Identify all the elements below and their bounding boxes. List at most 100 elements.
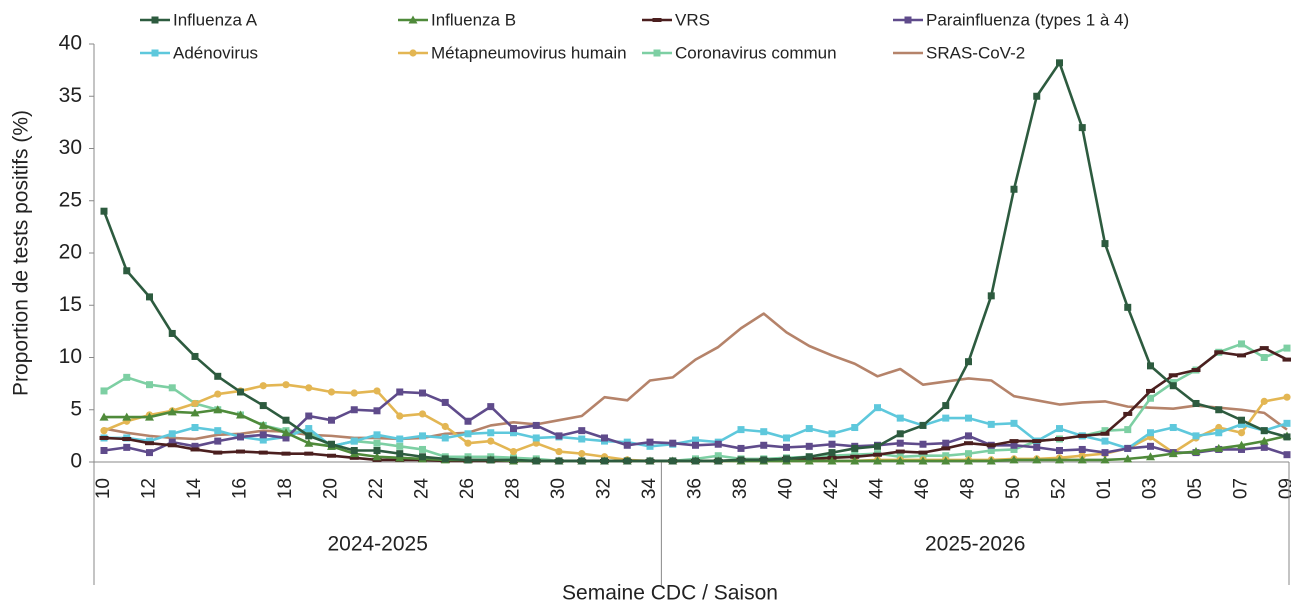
data-point (419, 389, 426, 397)
legend-label: Parainfluenza (types 1 à 4) (926, 10, 1129, 29)
x-tick-label: 26 (457, 478, 478, 499)
data-point (372, 452, 382, 461)
data-point (305, 412, 313, 420)
x-tick-label: 52 (1049, 478, 1070, 499)
data-point (601, 457, 608, 465)
legend-marker (652, 18, 662, 22)
data-point (1100, 455, 1110, 464)
legend-label: Influenza A (173, 10, 258, 29)
data-point (99, 435, 109, 440)
data-point (1282, 357, 1291, 362)
x-tick-label: 28 (503, 478, 524, 499)
x-tick-label: 42 (821, 478, 842, 499)
data-point (783, 443, 790, 451)
data-point (1191, 368, 1201, 373)
data-point (168, 329, 176, 337)
data-point (874, 404, 881, 412)
data-point (896, 430, 904, 438)
data-point (487, 429, 495, 437)
data-point (578, 435, 586, 443)
data-point (305, 425, 313, 433)
series (103, 312, 1288, 441)
y-tick-label: 5 (70, 397, 82, 420)
data-point (123, 373, 131, 381)
data-point (1077, 455, 1087, 464)
data-point (873, 452, 882, 457)
data-point (669, 457, 677, 465)
group-label: 2024-2025 (327, 533, 427, 556)
data-point (1168, 449, 1178, 458)
data-point (304, 451, 314, 456)
data-point (1191, 447, 1201, 456)
y-tick-label: 0 (70, 450, 82, 473)
data-point (510, 425, 517, 433)
data-point (282, 416, 290, 424)
data-point (874, 442, 881, 450)
data-point (1055, 455, 1064, 464)
data-point (941, 456, 951, 465)
data-point (1168, 373, 1178, 378)
data-point (555, 447, 563, 456)
data-point (213, 405, 223, 414)
data-point (714, 457, 722, 465)
y-tick-label: 35 (59, 84, 82, 107)
data-point (100, 387, 108, 395)
data-point (1032, 455, 1042, 464)
x-tick-label: 50 (1003, 478, 1024, 499)
data-point (1124, 426, 1132, 434)
data-point (487, 456, 495, 464)
x-tick-label: 05 (1185, 478, 1206, 499)
data-point (805, 425, 813, 433)
data-point (282, 381, 290, 389)
data-point (258, 450, 268, 455)
data-point (214, 437, 222, 445)
data-point (1214, 350, 1224, 355)
data-point (942, 452, 950, 460)
data-point (236, 449, 245, 454)
data-point (805, 453, 813, 461)
data-point (350, 406, 358, 414)
legend-label: Adénovirus (173, 43, 258, 62)
x-tick-label: 34 (639, 478, 660, 500)
data-point (532, 434, 540, 442)
data-point (146, 293, 153, 301)
data-point (1192, 432, 1200, 440)
data-point (487, 437, 495, 445)
data-point (281, 451, 291, 456)
data-point (373, 407, 381, 415)
data-point (965, 358, 972, 366)
data-point (827, 456, 837, 465)
data-point (167, 407, 177, 416)
data-point (918, 456, 928, 465)
series-line (103, 312, 1288, 441)
data-point (804, 456, 814, 465)
data-point (646, 442, 654, 450)
data-point (1123, 411, 1133, 416)
data-point (896, 439, 904, 447)
data-point (373, 439, 381, 447)
x-tick-label: 18 (275, 478, 296, 499)
data-point (1192, 399, 1200, 407)
legend-marker (653, 49, 661, 57)
data-point (281, 428, 291, 437)
data-point (419, 445, 426, 453)
x-tick-label: 24 (412, 478, 433, 500)
legend-label: Métapneumovirus humain (431, 43, 627, 62)
data-point (168, 438, 176, 446)
data-point (328, 416, 335, 424)
data-point (100, 447, 108, 455)
data-point (509, 447, 518, 456)
data-point (419, 453, 426, 461)
legend-label: SRAS-CoV-2 (926, 43, 1025, 62)
data-point (964, 456, 973, 465)
data-point (1033, 443, 1041, 451)
data-point (828, 430, 836, 438)
x-tick-label: 10 (93, 478, 114, 499)
data-point (123, 267, 131, 275)
data-point (646, 438, 654, 446)
y-tick-label: 10 (59, 345, 82, 368)
data-point (783, 434, 790, 442)
data-point (873, 456, 882, 465)
data-point (919, 452, 927, 460)
data-point (441, 398, 449, 406)
